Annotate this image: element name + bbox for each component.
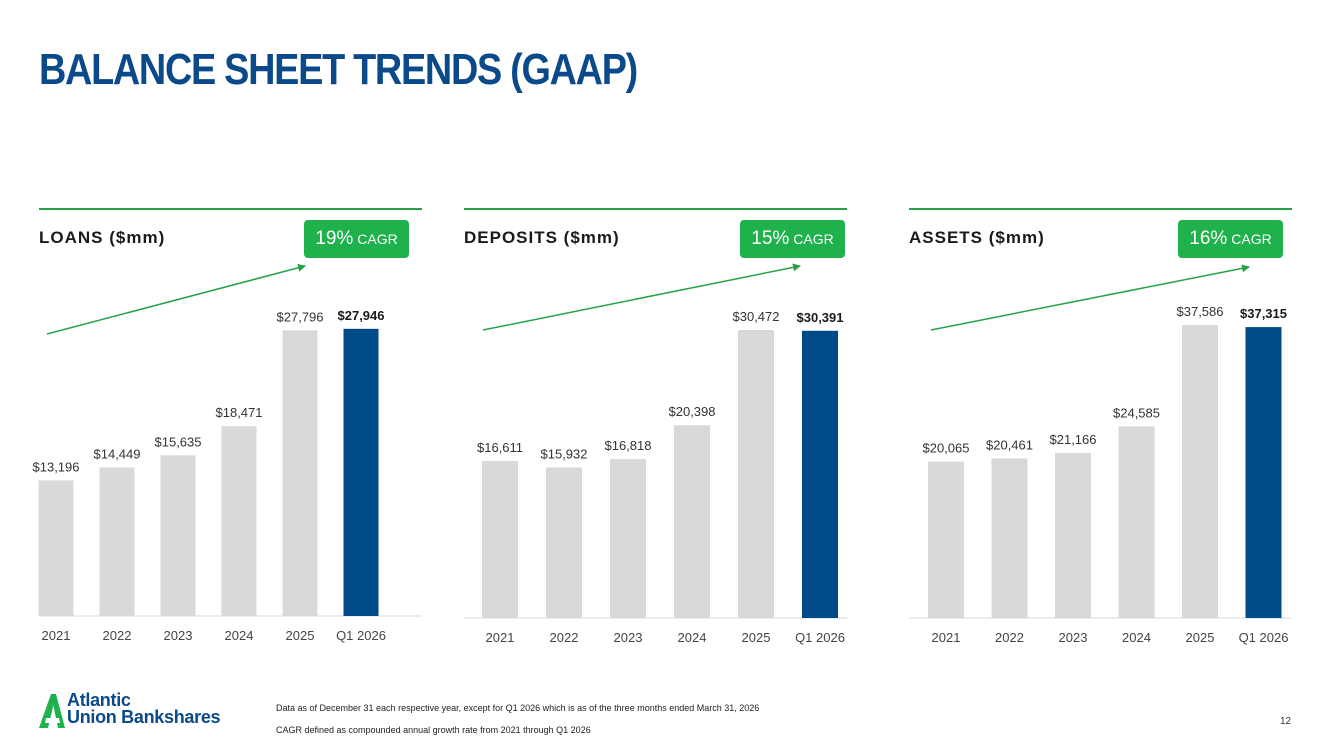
x-tick-label: 2022 [103, 628, 132, 643]
bar-2023 [160, 455, 196, 616]
bar-2021 [482, 461, 518, 618]
cagr-percent: 15% [751, 228, 790, 249]
footnote-cagr: CAGR defined as compounded annual growth… [276, 725, 591, 735]
data-label: $27,946 [338, 308, 385, 323]
bar-2023 [1055, 453, 1091, 618]
data-label: $16,818 [605, 438, 652, 453]
data-label: $18,471 [216, 405, 263, 420]
data-label: $24,585 [1113, 405, 1160, 420]
data-label: $20,398 [669, 404, 716, 419]
x-tick-label: 2023 [164, 628, 193, 643]
page-title: BALANCE SHEET TRENDS (GAAP) [39, 45, 638, 94]
data-label: $37,315 [1240, 306, 1287, 321]
cagr-trend-arrow [482, 263, 801, 331]
x-tick-label: 2021 [42, 628, 71, 643]
data-label: $16,611 [477, 440, 523, 455]
cagr-trend-arrow [46, 263, 306, 335]
logo-line-1: Atlantic [67, 690, 131, 710]
logo-line-2: Union Bankshares [67, 707, 221, 727]
data-label: $14,449 [94, 447, 141, 462]
panel-title: LOANS ($mm) [39, 228, 166, 247]
company-logo: Atlantic Union Bankshares [39, 690, 259, 732]
cagr-label: CAGR [357, 231, 398, 247]
deposits-panel: DEPOSITS ($mm) 15% CAGR $16,611 2021 $15,9… [464, 208, 847, 648]
x-tick-label: 2025 [286, 628, 315, 643]
panel-rule [39, 208, 422, 210]
cagr-label: CAGR [793, 231, 834, 247]
x-tick-label: Q1 2026 [795, 630, 845, 645]
x-tick-label: 2024 [225, 628, 254, 643]
cagr-badge: 19% CAGR [304, 220, 409, 258]
bar-2025 [1182, 325, 1218, 618]
bar-2021 [38, 480, 74, 616]
data-label: $30,391 [797, 310, 844, 325]
panel-rule [909, 208, 1292, 210]
footnote-data-date: Data as of December 31 each respective y… [276, 703, 760, 713]
panel-title: DEPOSITS ($mm) [464, 228, 620, 247]
bar-2021 [928, 461, 964, 618]
data-label: $37,586 [1177, 304, 1224, 319]
cagr-percent: 19% [315, 228, 354, 249]
data-label: $15,932 [541, 446, 588, 461]
bar-2022 [546, 467, 582, 618]
bar-2022 [99, 467, 135, 616]
bar-2025 [282, 330, 318, 616]
x-tick-label: Q1 2026 [1239, 630, 1289, 645]
bar-q1-2026 [802, 330, 838, 618]
panel-title: ASSETS ($mm) [909, 228, 1045, 247]
logo-text: Atlantic Union Bankshares [67, 690, 221, 727]
x-tick-label: 2024 [678, 630, 707, 645]
deposits-chart: $16,611 2021 $15,932 2022 $16,818 2023 $20,398… [464, 263, 847, 645]
assets-chart: $20,065 2021 $20,461 2022 $21,166 2023 $24,585… [909, 264, 1292, 645]
logo-mark-icon [39, 694, 65, 728]
x-tick-label: 2025 [742, 630, 771, 645]
x-tick-label: 2023 [1059, 630, 1088, 645]
data-label: $20,065 [923, 441, 970, 456]
assets-panel: ASSETS ($mm) 16% CAGR $20,065 2021 $20,461… [909, 208, 1292, 648]
bar-2023 [610, 459, 646, 618]
data-label: $20,461 [986, 437, 1033, 452]
bar-q1-2026 [1245, 327, 1282, 618]
bar-2025 [738, 330, 774, 618]
loans-chart: $13,196 2021 $14,449 2022 $15,635 2023 $18,471… [33, 263, 422, 643]
bar-2024 [674, 425, 710, 618]
bar-2022 [991, 458, 1028, 618]
data-label: $21,166 [1050, 432, 1097, 447]
loans-panel: LOANS ($mm) 19% CAGR $13,196 2021 $14,449 2… [33, 208, 422, 648]
page-number: 12 [1280, 716, 1292, 727]
bar-q1-2026 [343, 328, 379, 616]
cagr-percent: 16% [1189, 228, 1228, 249]
panel-rule [464, 208, 847, 210]
cagr-label: CAGR [1231, 231, 1272, 247]
x-tick-label: 2022 [550, 630, 579, 645]
x-tick-label: 2024 [1122, 630, 1151, 645]
x-tick-label: 2022 [995, 630, 1024, 645]
data-label: $13,196 [33, 459, 80, 474]
cagr-badge: 15% CAGR [740, 220, 845, 258]
cagr-trend-arrow [930, 264, 1250, 331]
x-tick-label: 2023 [614, 630, 643, 645]
cagr-badge: 16% CAGR [1178, 220, 1283, 258]
data-label: $30,472 [733, 309, 780, 324]
x-tick-label: 2021 [486, 630, 515, 645]
bar-2024 [1118, 426, 1155, 618]
data-label: $27,796 [277, 309, 324, 324]
x-tick-label: 2025 [1186, 630, 1215, 645]
data-label: $15,635 [155, 434, 202, 449]
x-tick-label: 2021 [932, 630, 961, 645]
bar-2024 [221, 426, 257, 616]
x-tick-label: Q1 2026 [336, 628, 386, 643]
